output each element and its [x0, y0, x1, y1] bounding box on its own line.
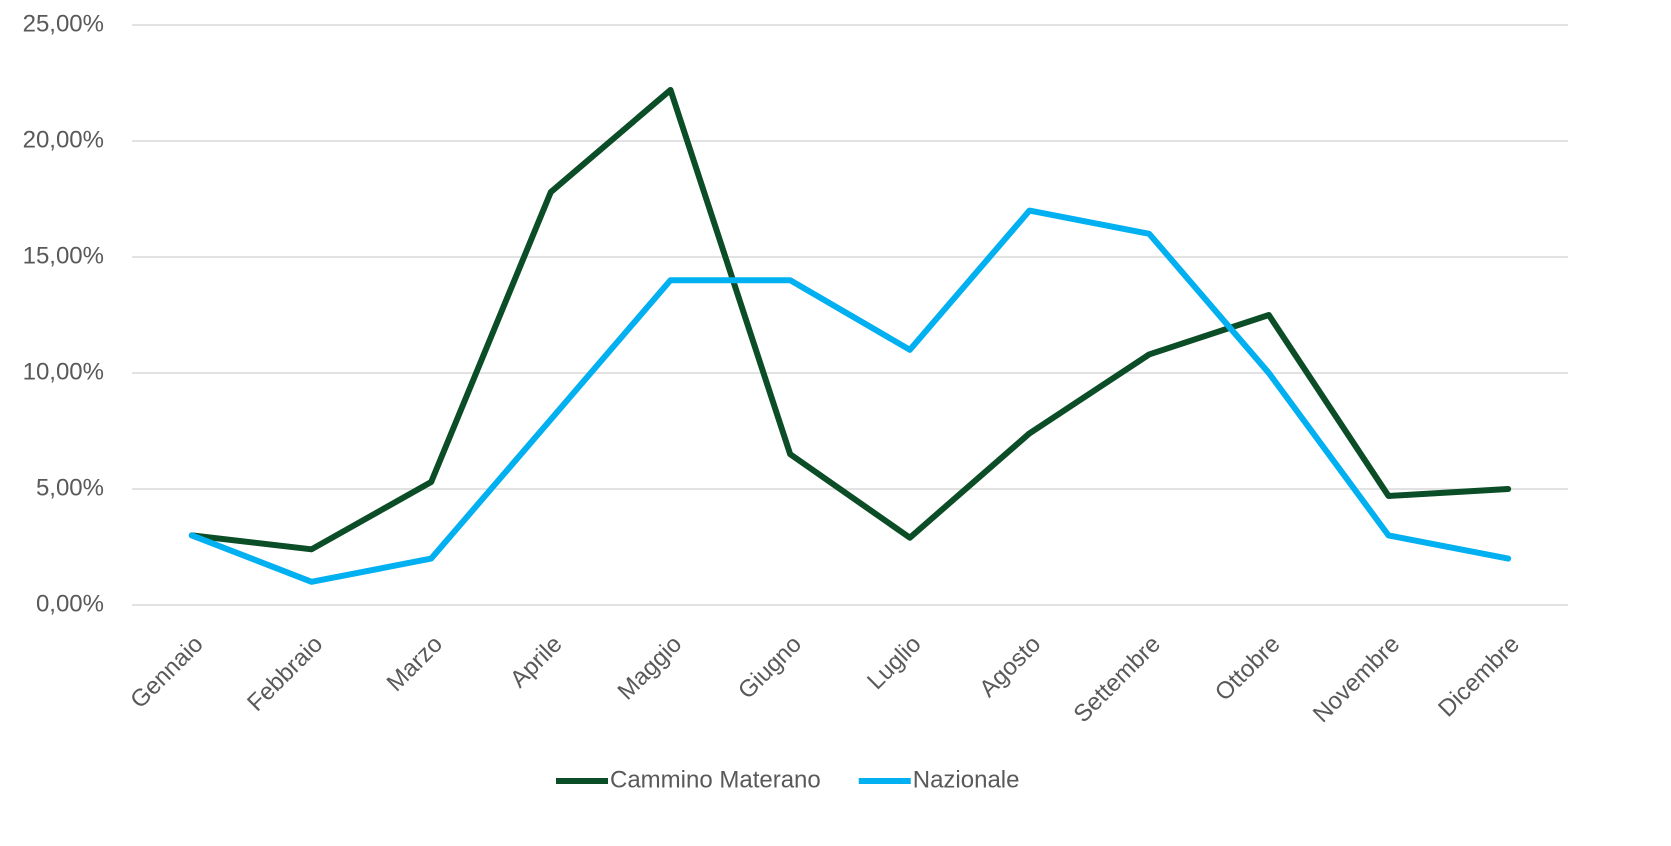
x-tick-label: Luglio — [862, 631, 926, 695]
data-line — [188, 86, 1512, 553]
legend-label: Cammino Materano — [610, 766, 821, 793]
x-tick-label: Marzo — [382, 631, 448, 697]
legend: Cammino Materano Nazionale — [556, 766, 1019, 793]
x-tick-label: Maggio — [612, 631, 687, 706]
x-tick-label: Agosto — [974, 631, 1046, 703]
x-tick-label: Novembre — [1308, 631, 1405, 728]
legend-label: Nazionale — [913, 766, 1020, 793]
x-tick-label: Ottobre — [1210, 631, 1286, 707]
x-tick-label: Febbraio — [242, 631, 328, 717]
y-tick-label: 15,00% — [23, 242, 104, 269]
y-tick-label: 5,00% — [36, 474, 104, 501]
x-tick-label: Gennaio — [125, 631, 208, 714]
y-tick-label: 0,00% — [36, 590, 104, 617]
y-tick-label: 20,00% — [23, 126, 104, 153]
x-tick-label: Aprile — [505, 631, 567, 693]
x-tick-label: Giugno — [733, 631, 807, 705]
y-tick-label: 25,00% — [23, 10, 104, 37]
data-line — [188, 207, 1512, 585]
x-tick-label: Dicembre — [1433, 631, 1525, 723]
y-tick-label: 10,00% — [23, 358, 104, 385]
x-tick-label: Settembre — [1069, 631, 1166, 728]
